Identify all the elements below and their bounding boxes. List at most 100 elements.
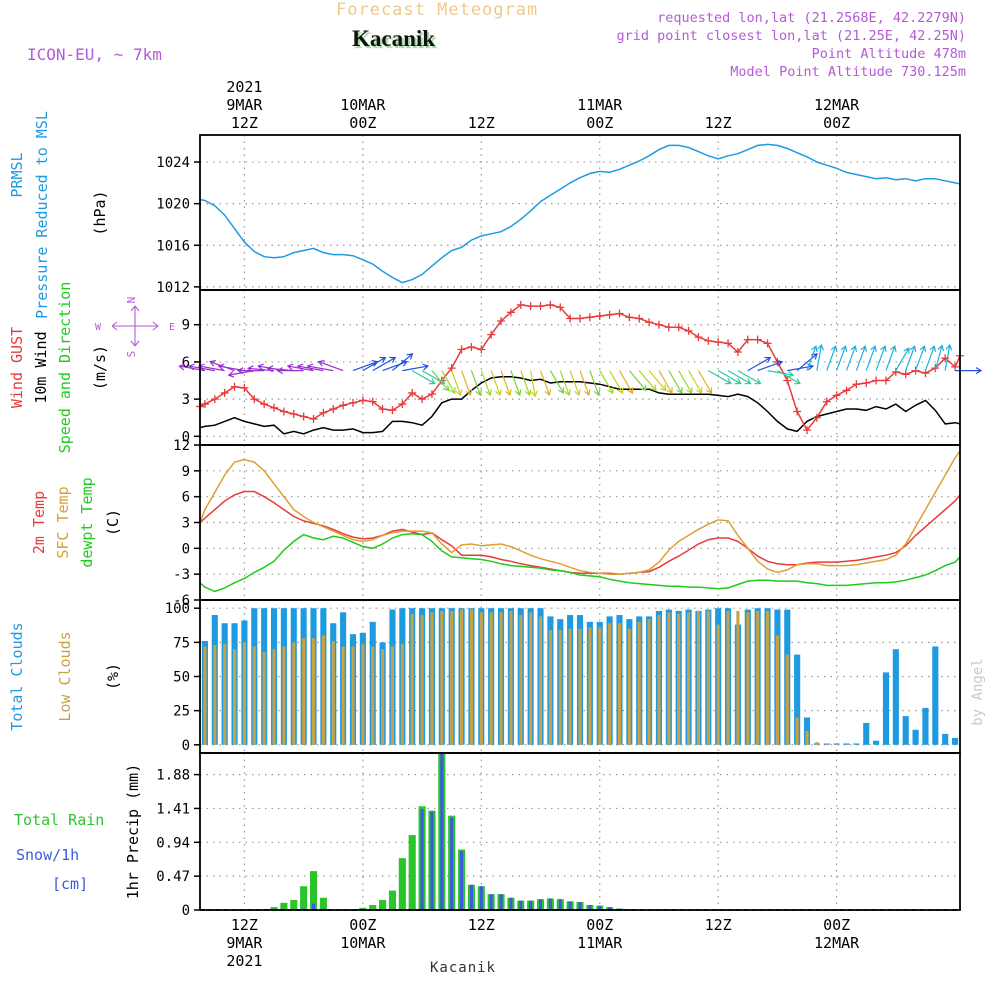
wind-direction-arrow [362,356,387,372]
wind-direction-arrow [372,356,397,372]
wind-direction-arrow [955,367,983,375]
low-clouds-bar [716,624,720,745]
model-label: ICON-EU, ~ 7km [27,45,162,64]
wind-direction-arrow [589,370,601,397]
panel-pressure: 1012 1016 1020 1024 PRMSL Pressure Reduced to… [8,111,961,319]
panel-frame [199,134,961,291]
low-clouds-bar [637,621,641,745]
top-hour-label: 12Z [231,114,258,132]
snow-bar [489,894,493,910]
y-tick-label: 3 [182,392,190,408]
gust-marker [477,345,486,354]
low-clouds-bar [282,646,286,745]
gust-marker [724,339,733,348]
wind-direction-arrow [905,345,917,371]
compass-south: S [125,351,138,358]
total-clouds-bar [803,717,811,745]
wind-direction-arrow [530,370,538,398]
credit-watermark: by Angel [970,658,986,725]
compass-arrows [111,305,159,347]
gust-marker [378,405,387,414]
wind-direction-arrow [510,370,522,397]
wind-direction-arrow [826,345,838,371]
panel-clouds: 0 25 50 75 100 Total Clouds Low Clouds (%) [8,599,961,754]
series-line [199,532,961,593]
gust-marker [793,407,802,416]
wind-direction-arrow [402,363,430,372]
gust-marker [368,397,377,406]
label-cm: [cm] [52,875,88,893]
gust-marker [684,326,693,335]
low-clouds-bar [272,649,276,745]
low-clouds-bar [331,640,335,745]
gust-marker [506,308,515,317]
wind-direction-arrow [678,370,693,395]
gust-marker [645,318,654,327]
bottom-day-label: 10MAR [340,934,386,952]
y-tick-label: 0.94 [156,835,190,851]
gust-marker [585,313,594,322]
top-hour-label: 00Z [586,114,613,132]
ylabel-total-clouds: Total Clouds [8,622,26,730]
wind-direction-arrow [441,370,456,395]
y-tick-label: 6 [182,490,190,506]
low-clouds-bar [262,651,266,745]
rain-bar [359,907,367,910]
bottom-day-label: 9MAR [226,934,263,952]
gust-marker [418,395,427,404]
low-clouds-bar [489,612,493,745]
ylabel-celsius: (C) [104,509,122,536]
bottom-day-label: 11MAR [577,934,623,952]
y-tick-label: 1020 [156,197,190,213]
low-clouds-bar [519,615,523,745]
low-clouds-bar [479,612,483,745]
snow-bar [548,898,552,910]
compass-rose: N S W E [95,297,175,358]
low-clouds-bar [529,612,533,745]
y-tick-label: 0 [182,903,190,919]
gust-marker [270,403,279,412]
low-clouds-bar [578,628,582,745]
gust-marker [931,364,940,373]
low-clouds-bar [647,619,651,745]
wind-direction-arrow [411,370,436,385]
low-clouds-bar [252,646,256,745]
top-hour-label: 00Z [823,114,850,132]
gust-marker [240,383,249,392]
gust-marker [901,370,910,379]
wind-direction-arrow [717,370,742,385]
gust-marker [911,366,920,375]
wind-direction-arrow [767,370,795,378]
wind-direction-arrow [197,363,225,372]
panel-frame [199,752,961,911]
gust-marker [743,335,752,344]
wind-direction-arrow [875,345,887,371]
gust-marker [358,396,367,405]
gust-marker [872,376,881,385]
bottom-hour-label: 00Z [586,916,613,934]
low-clouds-bar [588,627,592,745]
y-tick-label: 0.47 [156,869,190,885]
requested-coords: requested lon,lat (21.2568E, 42.2279N) [657,10,966,26]
wind-direction-arrow [648,370,667,392]
gust-marker [951,362,960,371]
low-clouds-bar [825,743,829,745]
gust-marker [704,336,713,345]
low-clouds-bar [321,635,325,745]
bottom-hour-label: 12Z [705,916,732,934]
snow-bar [311,903,316,910]
wind-direction-arrow [317,360,344,372]
low-clouds-bar [351,646,355,745]
point-altitude: Point Altitude 478m [811,46,966,62]
series-line [199,376,961,435]
chart-title: Forecast Meteogram [336,0,539,20]
grid-point-coords: grid point closest lon,lat (21.25E, 42.2… [616,28,967,44]
low-clouds-bar [440,610,444,745]
ylabel-pressure: Pressure Reduced to MSL [33,111,51,319]
wind-direction-arrow [845,345,858,371]
gust-marker [299,412,308,421]
rain-bar [408,835,416,910]
rain-bar [379,899,387,910]
low-clouds-bar [736,610,740,745]
y-tick-label: 9 [182,464,190,480]
